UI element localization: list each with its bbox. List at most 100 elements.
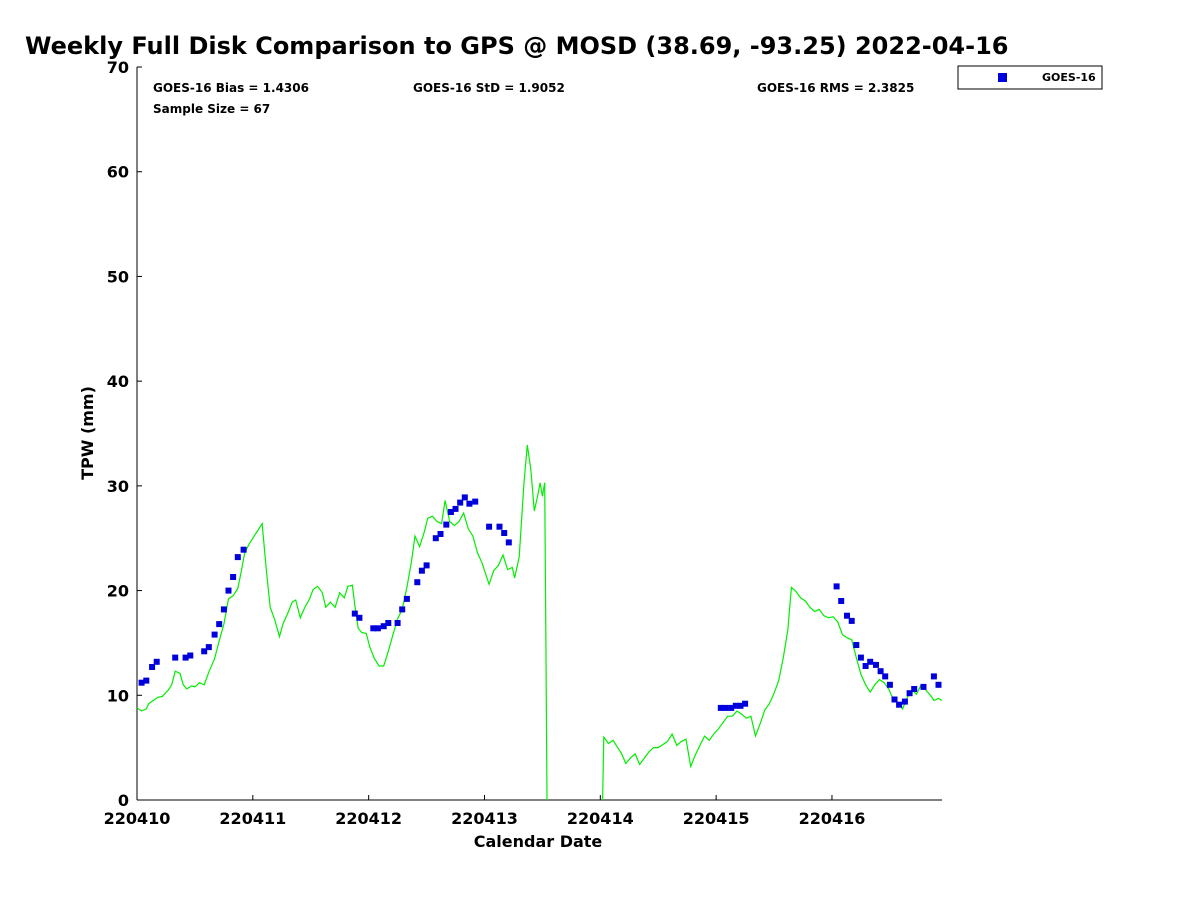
- y-tick-label: 50: [107, 267, 129, 286]
- x-tick-label: 220410: [104, 809, 171, 828]
- goes16-point: [857, 654, 864, 661]
- x-axis-label: Calendar Date: [474, 832, 603, 851]
- goes16-point: [452, 505, 459, 512]
- goes16-point: [351, 610, 358, 617]
- goes16-point: [432, 535, 439, 542]
- goes16-point: [717, 704, 724, 711]
- goes16-point: [143, 677, 150, 684]
- goes16-point: [862, 663, 869, 669]
- goes16-point: [201, 648, 208, 655]
- goes16-point: [930, 673, 937, 680]
- goes16-point: [472, 498, 479, 505]
- goes16-point: [742, 700, 749, 707]
- goes16-point: [737, 702, 744, 709]
- goes16-point: [380, 623, 387, 630]
- goes16-point: [187, 652, 194, 659]
- goes16-point: [886, 681, 893, 688]
- goes16-point: [461, 494, 468, 501]
- goes16-point: [225, 587, 232, 594]
- goes16-point: [399, 606, 406, 613]
- goes16-point: [732, 702, 739, 709]
- goes16-point: [722, 704, 729, 711]
- goes16-point: [891, 696, 898, 703]
- x-tick-label: 220411: [219, 809, 286, 828]
- goes16-point: [385, 620, 392, 626]
- goes16-point: [370, 625, 377, 632]
- goes16-point: [496, 523, 503, 530]
- chart-title: Weekly Full Disk Comparison to GPS @ MOS…: [25, 32, 1008, 60]
- goes16-point: [873, 661, 879, 668]
- y-tick-label: 40: [107, 372, 129, 391]
- stat-sample-size: Sample Size = 67: [153, 102, 270, 116]
- x-tick-label: 220413: [451, 809, 518, 828]
- goes16-point: [728, 704, 735, 711]
- goes16-point: [153, 658, 160, 665]
- goes16-point: [418, 567, 425, 574]
- goes16-point: [138, 679, 145, 686]
- goes16-point: [356, 614, 363, 621]
- y-tick-label: 20: [107, 582, 129, 601]
- y-tick-label: 60: [107, 163, 129, 182]
- goes16-point: [172, 654, 179, 661]
- goes16-point: [149, 664, 156, 670]
- goes16-point: [853, 642, 860, 648]
- goes16-point: [844, 612, 850, 619]
- gps-line-segment: [136, 444, 548, 801]
- goes16-point: [437, 531, 444, 537]
- x-tick-label: 220416: [799, 809, 866, 828]
- goes16-point: [935, 681, 942, 688]
- goes16-point: [901, 698, 908, 705]
- goes16-point: [838, 598, 845, 604]
- goes16-point: [374, 625, 381, 632]
- goes16-point: [230, 574, 237, 580]
- legend-marker-goes16: [998, 73, 1007, 82]
- x-ticks: 220410 220411 220412 220413 220414 220415 2204…: [104, 795, 866, 828]
- goes16-point: [501, 530, 508, 536]
- goes16-point: [447, 509, 454, 515]
- goes16-point: [394, 620, 401, 626]
- goes16-point: [414, 579, 421, 586]
- y-tick-label: 70: [107, 58, 129, 77]
- y-ticks: 0 10 20 30 40 50 60 70: [107, 58, 142, 810]
- y-axis-label: TPW (mm): [78, 386, 97, 480]
- goes16-point: [240, 546, 247, 553]
- goes16-point: [216, 621, 223, 628]
- goes16-point: [867, 658, 874, 665]
- goes16-point: [848, 617, 855, 624]
- goes16-point: [443, 521, 450, 528]
- stat-std: GOES-16 StD = 1.9052: [413, 81, 565, 95]
- goes16-point: [182, 654, 189, 661]
- goes16-point: [403, 595, 410, 602]
- x-tick-label: 220415: [683, 809, 750, 828]
- legend: GOES-16: [957, 65, 1103, 90]
- goes16-point: [833, 583, 840, 590]
- goes16-point: [466, 500, 473, 507]
- stat-rms: GOES-16 RMS = 2.3825: [757, 81, 914, 95]
- stat-bias: GOES-16 Bias = 1.4306: [153, 81, 309, 95]
- goes16-point: [234, 554, 241, 561]
- goes16-point: [920, 683, 927, 690]
- goes16-point: [486, 523, 493, 530]
- goes16-point: [457, 499, 464, 506]
- y-tick-label: 0: [118, 791, 129, 810]
- goes16-point: [220, 606, 227, 613]
- goes16-point: [896, 701, 903, 708]
- series-layer: [136, 444, 943, 801]
- goes16-point: [911, 686, 918, 692]
- goes16-point: [205, 644, 212, 651]
- legend-box: [957, 65, 1103, 90]
- goes16-point: [211, 631, 218, 638]
- goes16-point: [882, 673, 889, 680]
- goes16-point: [906, 690, 913, 697]
- goes16-point: [505, 539, 512, 546]
- goes16-point: [423, 562, 430, 569]
- x-tick-label: 220412: [335, 809, 402, 828]
- y-tick-label: 10: [107, 686, 129, 705]
- y-tick-label: 30: [107, 477, 129, 496]
- goes16-point: [877, 668, 884, 675]
- x-tick-label: 220414: [567, 809, 634, 828]
- legend-label-goes16: GOES-16: [1042, 71, 1096, 84]
- gps-line-segment: [602, 586, 943, 801]
